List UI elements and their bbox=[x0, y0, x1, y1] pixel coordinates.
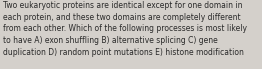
Text: Two eukaryotic proteins are identical except for one domain in
each protein, and: Two eukaryotic proteins are identical ex… bbox=[3, 1, 247, 57]
